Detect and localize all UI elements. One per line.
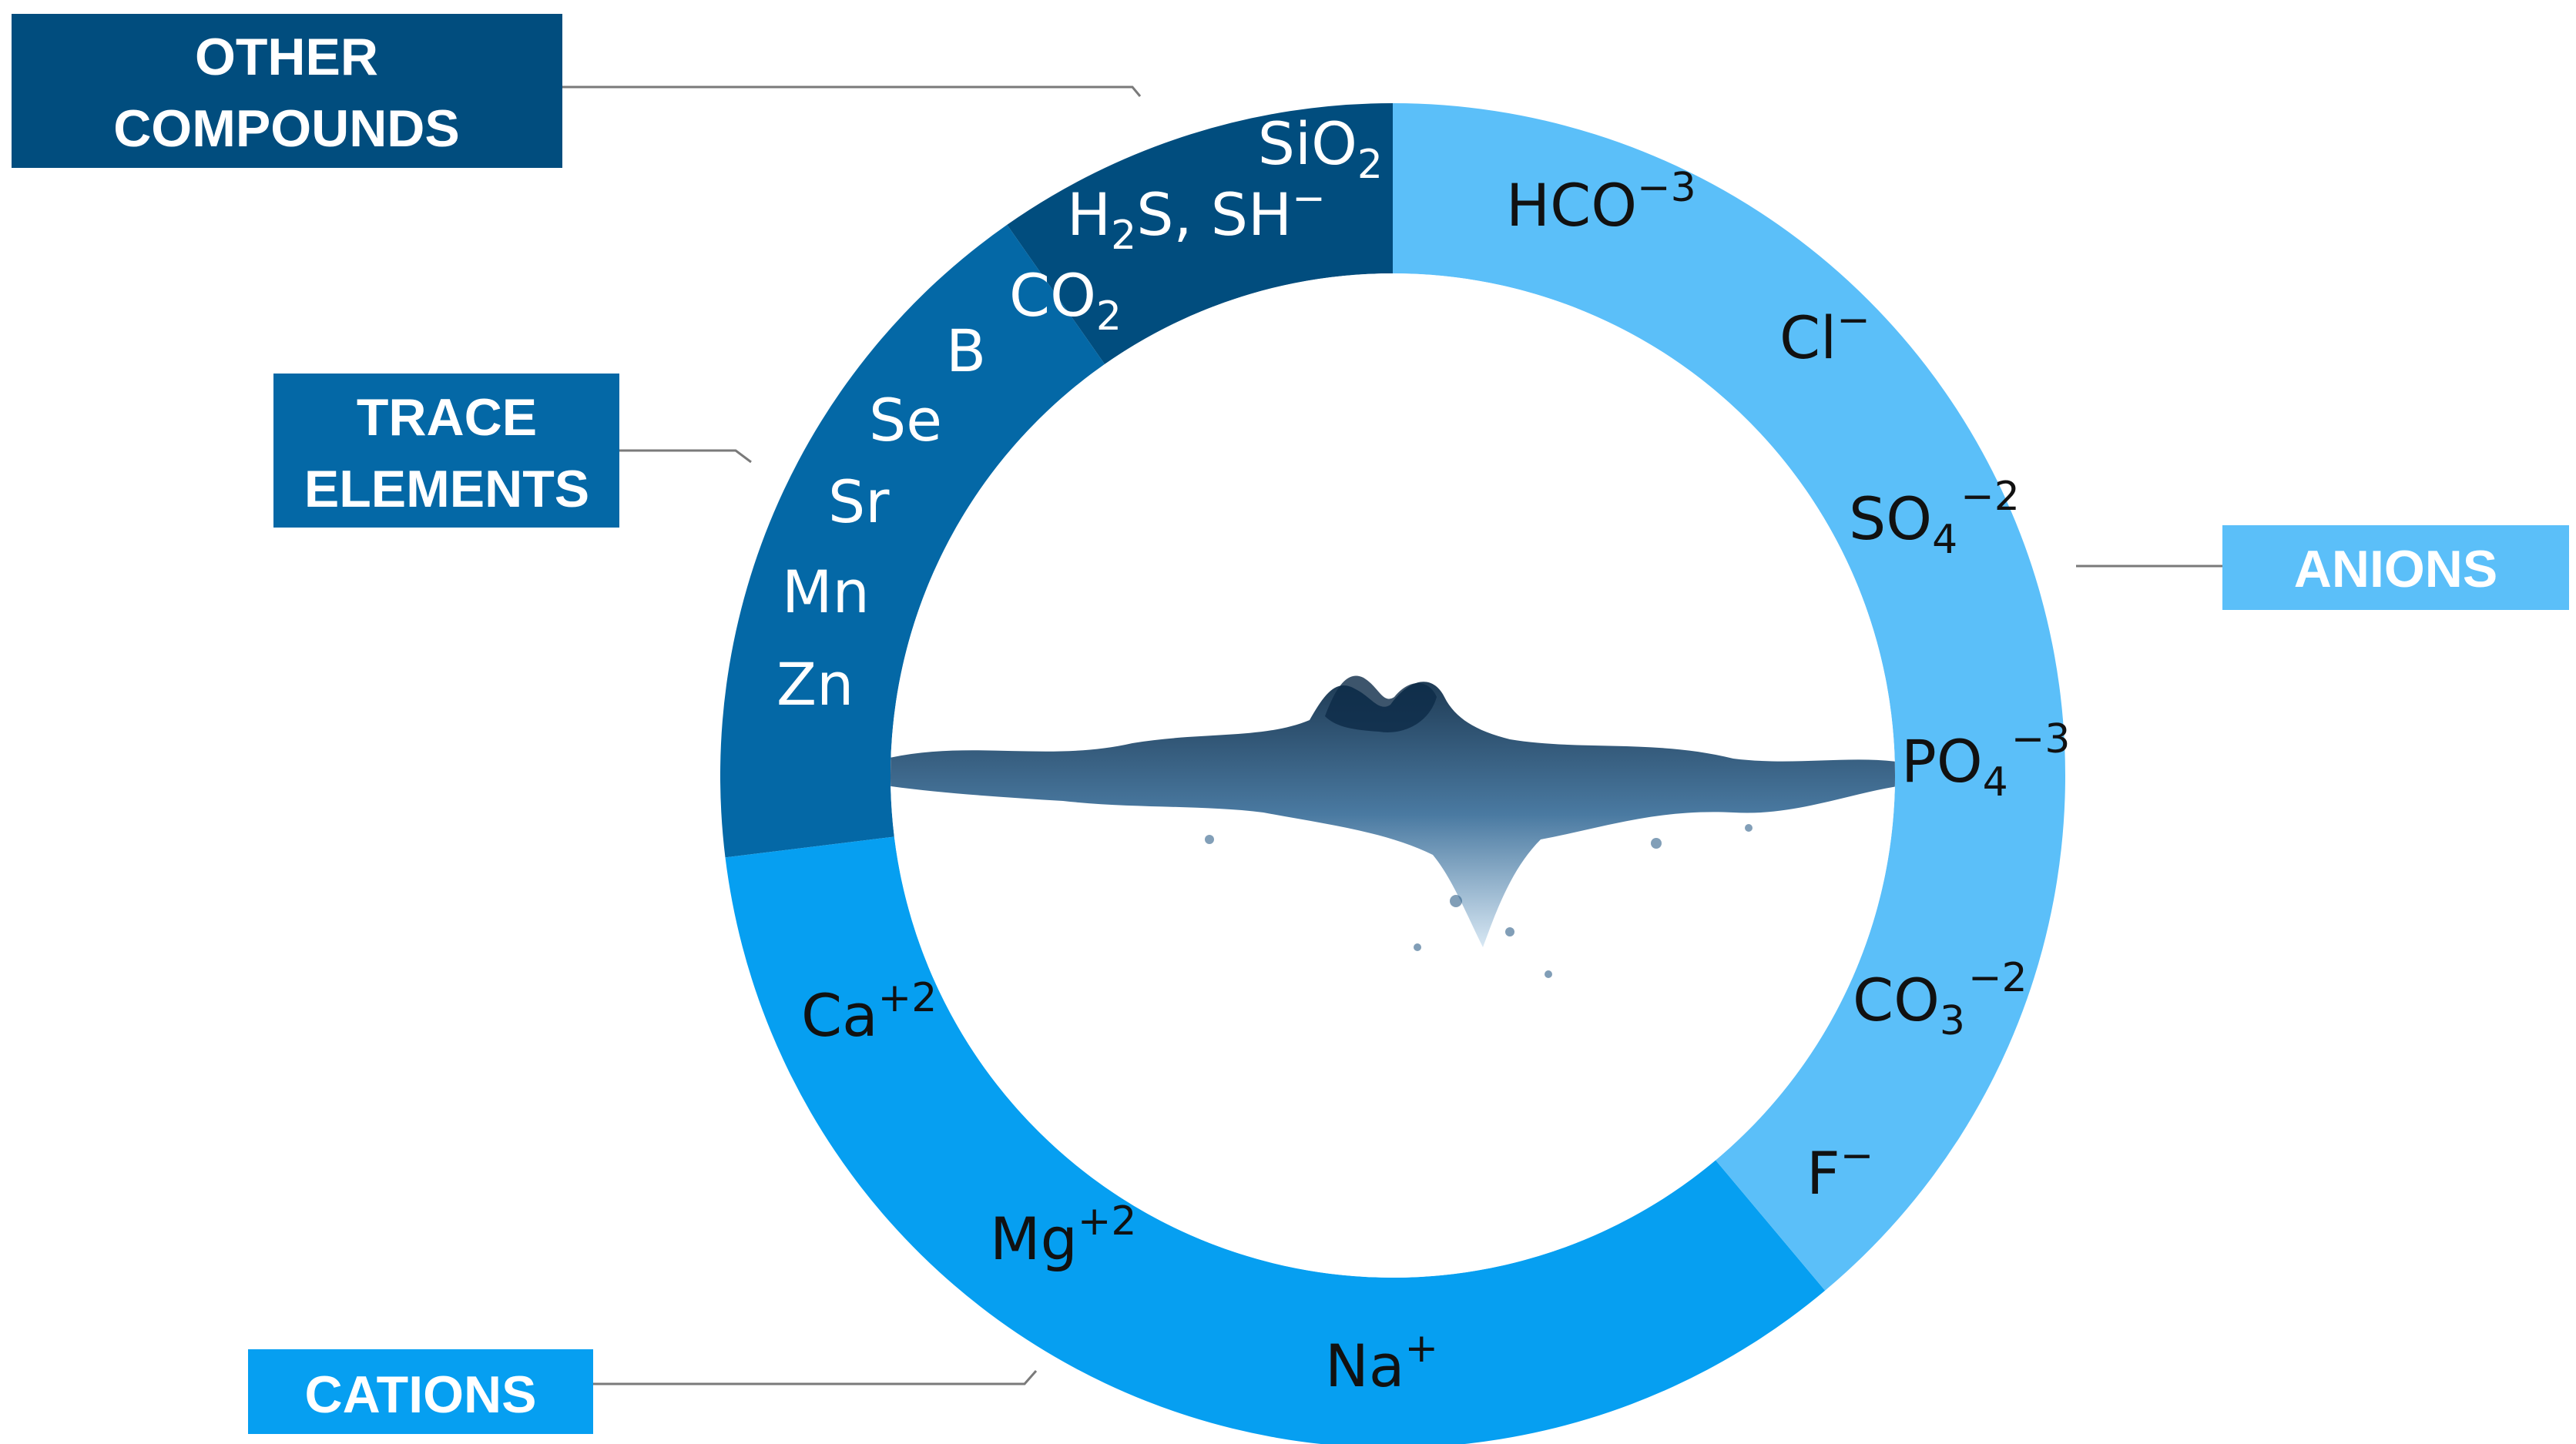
ion-label: Cl− (1779, 297, 1870, 372)
ion-label: Na+ (1325, 1325, 1438, 1400)
ion-label: Mn (782, 558, 870, 626)
ion-label: HCO−3 (1506, 165, 1696, 240)
category-label-line1: TRACE (357, 388, 537, 447)
ring-segment-trace-elements (720, 224, 1105, 858)
ion-label: SO4−2 (1849, 474, 2020, 563)
label-box (248, 1349, 593, 1434)
ion-label: Mg+2 (990, 1198, 1136, 1273)
water-splash-crest (1325, 675, 1437, 732)
water-splash-image (891, 675, 1895, 978)
leader-lines (562, 85, 2222, 1385)
ion-label: SiO2 (1258, 109, 1383, 188)
ion-label: Ca+2 (801, 975, 937, 1050)
water-surface (891, 682, 1895, 947)
ion-label: F− (1806, 1133, 1873, 1208)
category-label: ANIONS (2294, 540, 2497, 598)
category-label-line2: ELEMENTS (304, 460, 589, 518)
leader-other-compounds (562, 85, 1142, 97)
ion-labels: SiO2 H2S, SH− CO2 B Se Sr Mn Zn HCO−3 Cl… (776, 109, 2070, 1400)
ring-segment-cations (725, 836, 1826, 1444)
category-label: CATIONS (305, 1365, 537, 1424)
ion-label: PO4−3 (1901, 716, 2070, 806)
category-trace-elements: TRACE ELEMENTS (273, 374, 619, 528)
ion-label: Se (869, 386, 942, 454)
ion-label: Zn (776, 650, 854, 719)
label-box (273, 374, 619, 528)
leader-trace-elements (619, 449, 752, 464)
leader-cations (593, 1370, 1038, 1385)
category-label-line1: OTHER (195, 28, 378, 86)
ion-label: Sr (828, 467, 890, 536)
ion-label: H2S, SH− (1067, 176, 1326, 259)
ion-label: CO2 (1009, 261, 1122, 340)
ion-label: B (946, 317, 986, 385)
category-anions: ANIONS (2222, 525, 2569, 610)
label-box (2222, 525, 2569, 610)
label-box (12, 14, 562, 168)
ring-segment-other-compounds (1007, 103, 1393, 364)
category-label-line2: COMPOUNDS (113, 99, 460, 158)
ring-segment-anions (1393, 103, 2066, 1291)
category-other-compounds: OTHER COMPOUNDS (12, 14, 562, 168)
category-cations: CATIONS (248, 1349, 593, 1434)
ion-label: CO3−2 (1853, 955, 2028, 1044)
composition-ring (720, 103, 2066, 1444)
